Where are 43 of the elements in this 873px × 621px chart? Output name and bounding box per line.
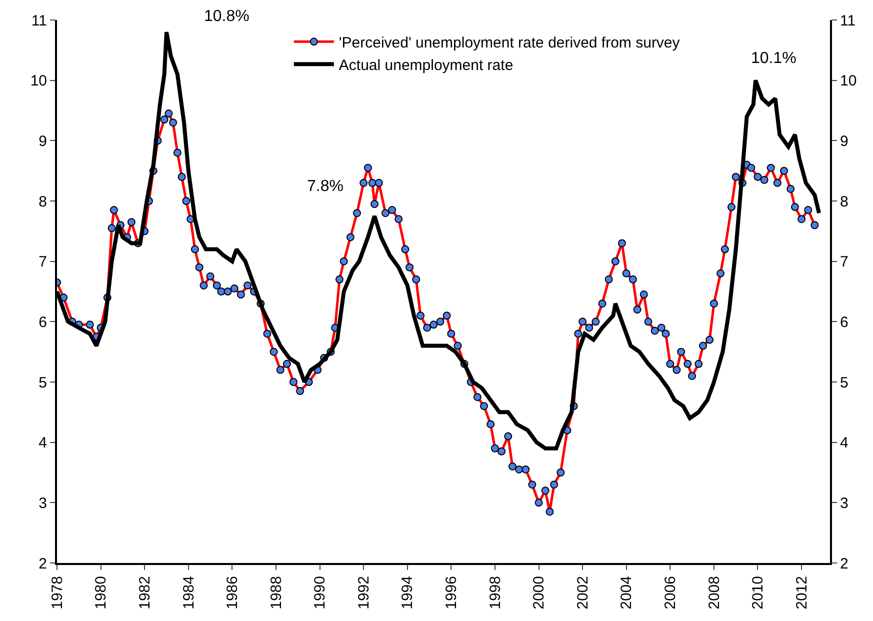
x-tick-label: 2000 bbox=[530, 576, 548, 610]
y2-tick-label: 3 bbox=[840, 494, 848, 512]
y2-tick-label: 6 bbox=[840, 314, 848, 331]
y2-tick-label: 4 bbox=[840, 434, 848, 452]
x-tick-label: 1996 bbox=[443, 576, 460, 610]
x-tick-label: 2002 bbox=[574, 576, 592, 610]
annotation: 7.8% bbox=[307, 178, 344, 195]
x-tick-label: 1994 bbox=[399, 576, 416, 610]
y2-tick-label: 11 bbox=[840, 12, 856, 30]
y-tick-label: 4 bbox=[38, 434, 47, 452]
x-tick-label: 1982 bbox=[136, 576, 154, 610]
y-tick-label: 3 bbox=[38, 494, 47, 512]
y2-tick-label: 10 bbox=[840, 72, 857, 90]
x-tick-label: 2006 bbox=[662, 576, 680, 610]
y2-tick-label: 9 bbox=[840, 132, 848, 150]
y-tick-label: 5 bbox=[38, 374, 47, 392]
x-tick-label: 2008 bbox=[706, 576, 723, 610]
y2-tick-label: 5 bbox=[840, 374, 848, 392]
y-tick-label: 6 bbox=[38, 314, 47, 331]
x-tick-label: 2004 bbox=[618, 576, 636, 610]
y2-tick-label: 7 bbox=[840, 254, 848, 271]
x-tick-label: 1992 bbox=[355, 576, 372, 610]
x-tick-label: 1990 bbox=[312, 576, 329, 610]
annotation: 10.8% bbox=[204, 8, 250, 25]
x-tick-label: 1984 bbox=[180, 576, 198, 610]
y-tick-label: 9 bbox=[38, 132, 47, 150]
y2-tick-label: 2 bbox=[840, 555, 848, 572]
legend-label: Actual unemployment rate bbox=[338, 57, 514, 74]
legend-label: 'Perceived' unemployment rate derived from survey bbox=[338, 34, 680, 52]
y2-tick-label: 8 bbox=[840, 193, 848, 210]
x-tick-label: 1998 bbox=[486, 576, 504, 610]
y-tick-label: 8 bbox=[38, 193, 47, 210]
annotation: 10.1% bbox=[751, 50, 796, 67]
y-tick-label: 7 bbox=[38, 254, 47, 271]
y-tick-label: 10 bbox=[30, 72, 47, 90]
x-tick-label: 1986 bbox=[224, 576, 242, 610]
x-tick-label: 2010 bbox=[750, 576, 767, 610]
x-tick-label: 1980 bbox=[92, 576, 110, 610]
y-tick-label: 11 bbox=[31, 12, 47, 30]
y-tick-label: 2 bbox=[38, 555, 47, 572]
x-tick-label: 1988 bbox=[268, 576, 285, 610]
x-tick-label: 1978 bbox=[48, 576, 66, 610]
x-tick-label: 2012 bbox=[793, 576, 810, 610]
